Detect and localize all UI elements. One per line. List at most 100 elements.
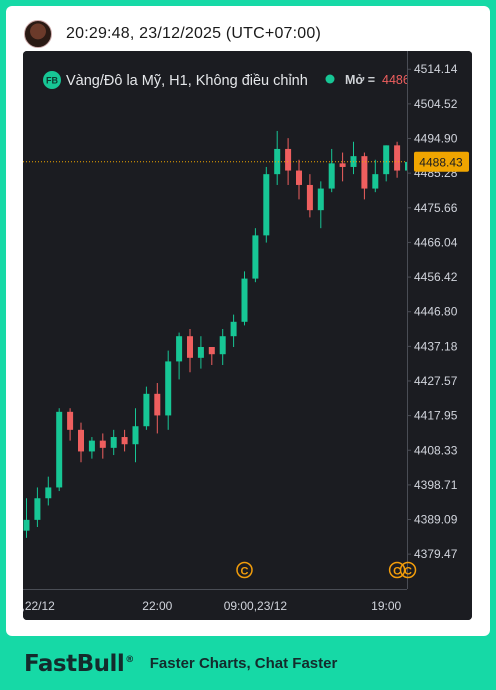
candle: [78, 422, 84, 463]
last-price-tag: [414, 151, 469, 172]
event-marker-ring: [236, 561, 253, 579]
candle: [328, 148, 335, 193]
candle: [394, 141, 401, 178]
candle: [88, 437, 95, 459]
last-price-value: 4488.43: [419, 155, 463, 169]
price-tick-label: 4514.14: [414, 62, 458, 76]
candle-body: [285, 148, 292, 171]
candle: [361, 152, 368, 200]
candle: [317, 181, 324, 229]
candle: [383, 145, 390, 182]
candle-body: [45, 487, 52, 499]
candle: [252, 228, 259, 283]
symbol-badge-text: FB: [46, 76, 58, 86]
price-tick-label: 4437.18: [414, 339, 458, 353]
candle-body: [361, 156, 368, 189]
candle: [296, 159, 302, 200]
time-tick-label: 2:00,22/12: [23, 599, 55, 613]
chart-panel[interactable]: FB Vàng/Đô la Mỹ, H1, Không điều chỉnh M…: [23, 51, 472, 620]
time-tick-label: 22:00: [142, 599, 172, 613]
candle-body: [67, 411, 74, 430]
candle: [56, 408, 63, 492]
candle: [23, 498, 30, 538]
candle-body: [317, 188, 324, 211]
event-marker-ring: [388, 561, 406, 579]
user-avatar[interactable]: [24, 20, 52, 48]
candlestick-chart[interactable]: FB Vàng/Đô la Mỹ, H1, Không điều chỉnh M…: [23, 51, 472, 620]
candle-body: [34, 498, 41, 520]
candle: [274, 130, 281, 185]
event-marker-label: C: [393, 566, 401, 578]
candle-body: [252, 235, 259, 279]
price-tick-label: 4504.52: [414, 97, 458, 111]
price-tick-label: 4446.80: [414, 305, 458, 319]
candle-body: [88, 440, 95, 452]
candle-body: [263, 174, 270, 236]
candle: [45, 476, 52, 506]
candle: [99, 433, 106, 459]
event-marker-icon[interactable]: C: [399, 561, 417, 579]
price-tick-label: 4494.90: [414, 132, 458, 146]
event-marker-icon[interactable]: C: [388, 561, 406, 579]
candle-body: [23, 519, 30, 531]
price-tick-label: 4389.09: [414, 513, 458, 527]
fastbull-logo[interactable]: FastBull®: [24, 651, 134, 677]
candle: [143, 386, 150, 430]
candle-body: [132, 426, 139, 445]
candle-body: [230, 321, 237, 337]
candle-body: [208, 347, 215, 355]
candle-body: [339, 163, 346, 167]
price-tick-label: 4456.42: [414, 270, 458, 284]
candle: [165, 350, 172, 430]
timestamp: 20:29:48, 23/12/2025 (UTC+07:00): [66, 25, 322, 42]
candle-body: [121, 437, 128, 445]
widget-card: 20:29:48, 23/12/2025 (UTC+07:00) FB Vàng…: [6, 6, 490, 636]
candle-body: [383, 145, 390, 175]
candle: [197, 336, 204, 369]
candle-body: [176, 336, 183, 362]
candles-layer: [23, 130, 411, 538]
candle: [372, 159, 379, 193]
candle: [208, 347, 215, 366]
footer: FastBull® Faster Charts, Chat Faster: [0, 637, 496, 690]
symbol-badge-icon: [43, 71, 61, 89]
status-dot-icon: [325, 74, 335, 84]
price-axis-ticks: 4514.144504.524494.904485.284475.664466.…: [407, 62, 458, 561]
logo-text: FastBull: [24, 650, 125, 677]
event-marker-label: C: [404, 566, 412, 578]
price-tick-label: 4427.57: [414, 374, 458, 388]
tagline: Faster Charts, Chat Faster: [149, 655, 338, 672]
candle-body: [274, 148, 281, 175]
candle-body: [394, 145, 401, 171]
candle: [176, 332, 183, 380]
candle: [132, 408, 139, 463]
candle-body: [372, 174, 379, 189]
candle: [285, 138, 292, 185]
candle-body: [154, 393, 161, 416]
price-tick-label: 4408.33: [414, 443, 458, 457]
price-tick-label: 4466.04: [414, 235, 458, 249]
candle: [230, 314, 237, 348]
symbol-title[interactable]: Vàng/Đô la Mỹ, H1, Không điều chỉnh: [66, 73, 308, 89]
candle-body: [197, 347, 204, 358]
event-marker-ring: [399, 561, 417, 579]
candle-body: [187, 336, 193, 358]
candle-body: [56, 411, 63, 488]
candle: [187, 329, 193, 373]
candle-body: [296, 170, 302, 185]
event-marker-icon[interactable]: C: [236, 561, 253, 579]
candle: [219, 329, 226, 366]
candle: [154, 383, 161, 434]
candle-body: [219, 336, 226, 355]
candle: [241, 271, 248, 326]
time-axis-ticks: 2:00,22/12 22:00 09:00,23/12 19:00: [23, 599, 402, 613]
candle-body: [99, 440, 106, 448]
header: 20:29:48, 23/12/2025 (UTC+07:00): [24, 16, 321, 52]
price-axis[interactable]: [407, 51, 472, 589]
candle-body: [110, 437, 117, 448]
price-tick-label: 4379.47: [414, 547, 458, 561]
registered-mark: ®: [125, 654, 134, 665]
candle-body: [328, 163, 335, 189]
price-tick-label: 4417.95: [414, 409, 458, 423]
